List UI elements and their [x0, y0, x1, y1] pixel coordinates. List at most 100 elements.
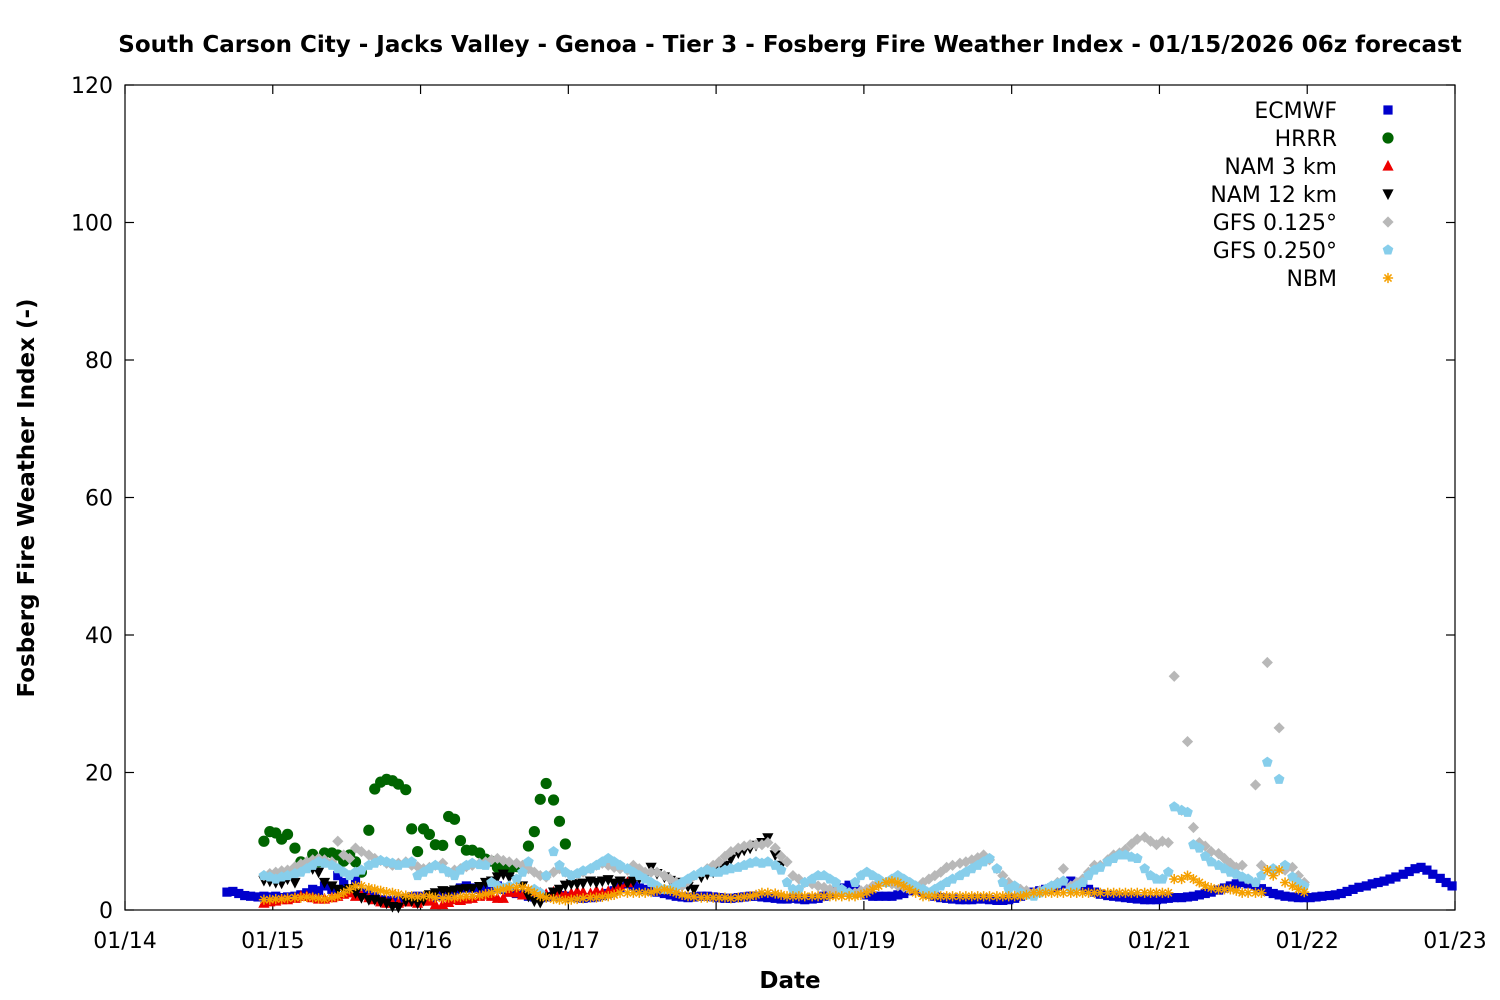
- data-point-gfs-0-250: [1095, 861, 1106, 872]
- data-point-nbm: [1021, 889, 1032, 900]
- data-point-ecmwf: [1177, 893, 1187, 903]
- data-point-hrrr: [522, 840, 535, 852]
- series-nbm: [258, 865, 1310, 906]
- legend: ECMWF HRRR NAM 3 km NAM 12 km GFS 0.125° GFS …: [1210, 99, 1394, 292]
- data-point-gfs-0-250: [775, 864, 787, 875]
- data-point-nbm: [1279, 877, 1291, 888]
- data-point-nam-3-km: [497, 892, 509, 903]
- data-point-gfs-0-250: [1131, 852, 1143, 863]
- data-point-nbm: [622, 887, 633, 898]
- data-point-nbm: [585, 892, 596, 903]
- data-point-ecmwf: [1379, 876, 1389, 886]
- data-point-nbm: [745, 891, 756, 902]
- data-point-gfs-0-125: [1255, 859, 1268, 871]
- data-point-hrrr: [289, 842, 301, 854]
- data-point-ecmwf: [1348, 884, 1358, 894]
- data-point-hrrr: [454, 834, 467, 847]
- data-point-hrrr: [363, 824, 375, 836]
- data-point-gfs-0-125: [946, 859, 959, 871]
- data-point-gfs-0-125: [1125, 838, 1137, 850]
- data-point-nbm: [776, 889, 787, 900]
- data-point-ecmwf: [1447, 881, 1457, 891]
- legend-label-hrrr: HRRR: [1275, 127, 1337, 152]
- data-point-nbm: [1219, 884, 1230, 895]
- data-point-nam-3-km: [429, 898, 441, 910]
- legend-label-gfs-0-125: GFS 0.125°: [1213, 211, 1337, 236]
- data-point-nbm: [369, 884, 380, 895]
- data-point-gfs-0-125: [1057, 863, 1069, 875]
- legend-label-nam-12-km: NAM 12 km: [1210, 183, 1337, 208]
- data-point-gfs-0-125: [1181, 735, 1194, 748]
- data-point-ecmwf: [246, 891, 256, 901]
- x-tick-label: 01/21: [1128, 929, 1191, 954]
- data-point-nbm: [818, 891, 830, 902]
- data-point-ecmwf: [1385, 874, 1395, 884]
- data-point-gfs-0-250: [997, 876, 1009, 888]
- y-tick-label: 100: [71, 212, 113, 237]
- data-point-gfs-0-125: [491, 852, 503, 865]
- data-point-gfs-0-250: [523, 856, 534, 867]
- legend-label-ecmwf: ECMWF: [1254, 99, 1337, 124]
- data-point-ecmwf: [1268, 888, 1278, 899]
- data-point-nbm: [659, 884, 670, 895]
- data-point-gfs-0-250: [947, 873, 958, 884]
- data-point-nam-12-km: [553, 884, 566, 896]
- y-tick-label: 20: [85, 762, 113, 787]
- data-point-ecmwf: [1274, 890, 1284, 900]
- data-point-nbm: [886, 876, 898, 887]
- data-point-ecmwf: [253, 892, 263, 902]
- data-point-nbm: [498, 884, 509, 895]
- data-point-gfs-0-125: [503, 856, 515, 868]
- y-tick-label: 80: [85, 349, 113, 374]
- data-point-nbm: [671, 887, 682, 898]
- x-axis-label: Date: [759, 968, 820, 994]
- data-point-nbm: [1058, 887, 1069, 898]
- x-tick-label: 01/16: [389, 929, 452, 954]
- data-point-ecmwf: [1435, 873, 1445, 883]
- data-point-nbm: [393, 889, 404, 900]
- data-point-nam-12-km: [491, 872, 503, 884]
- y-tick-label: 0: [99, 899, 113, 924]
- data-point-gfs-0-125: [528, 866, 540, 878]
- data-point-gfs-0-125: [769, 842, 781, 854]
- data-point-ecmwf: [1367, 879, 1377, 889]
- data-point-gfs-0-250: [466, 857, 478, 868]
- data-point-ecmwf: [222, 887, 232, 897]
- y-tick-label: 60: [85, 487, 113, 512]
- data-point-gfs-0-125: [1249, 779, 1262, 791]
- data-point-hrrr: [423, 828, 436, 840]
- data-point-nbm: [824, 891, 835, 902]
- x-tick-label: 01/23: [1423, 929, 1486, 954]
- data-point-ecmwf: [339, 877, 349, 888]
- data-point-gfs-0-250: [1139, 863, 1150, 874]
- data-point-nbm: [326, 892, 337, 903]
- data-point-hrrr: [534, 793, 546, 805]
- data-point-hrrr: [258, 835, 270, 847]
- data-point-gfs-0-125: [960, 856, 972, 868]
- data-point-nbm: [356, 880, 367, 892]
- data-point-ecmwf: [1373, 877, 1383, 888]
- data-point-hrrr: [553, 815, 566, 827]
- data-point-nbm: [535, 891, 546, 902]
- data-point-nbm: [677, 889, 688, 900]
- data-point-nbm: [424, 891, 435, 902]
- data-point-gfs-0-250: [540, 870, 552, 881]
- data-point-nbm: [966, 891, 977, 902]
- data-point-nbm: [480, 889, 491, 900]
- data-point-gfs-0-125: [1168, 670, 1180, 682]
- data-point-gfs-0-125: [664, 873, 676, 885]
- y-tick-label: 40: [85, 624, 113, 649]
- data-point-nam-12-km: [392, 902, 404, 914]
- data-point-nbm: [1052, 887, 1063, 898]
- data-point-ecmwf: [1391, 872, 1401, 882]
- data-point-gfs-0-125: [781, 856, 793, 868]
- data-point-ecmwf: [1441, 877, 1451, 888]
- data-point-nbm: [1299, 887, 1310, 898]
- x-tick-label: 01/18: [684, 929, 747, 954]
- data-point-ecmwf: [1342, 886, 1352, 897]
- data-point-nam-12-km: [577, 878, 589, 890]
- data-point-ecmwf: [874, 891, 884, 901]
- data-point-ecmwf: [1311, 892, 1321, 902]
- data-point-nbm: [756, 887, 768, 898]
